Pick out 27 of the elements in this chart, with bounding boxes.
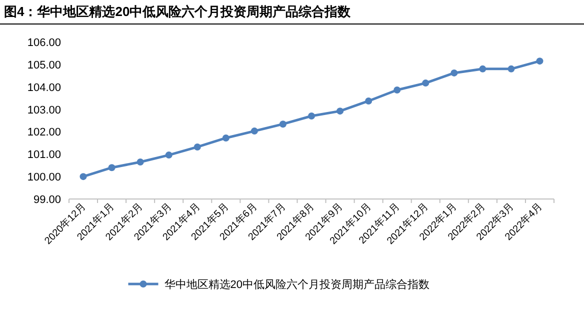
point	[536, 58, 544, 65]
chart-title: 图4：华中地区精选20中低风险六个月投资周期产品综合指数	[4, 4, 352, 19]
point	[279, 120, 286, 128]
point	[108, 164, 116, 172]
point	[250, 128, 258, 135]
point	[336, 108, 344, 115]
point	[365, 97, 372, 104]
point	[308, 112, 315, 120]
y-tick-label: 100.00	[27, 172, 61, 184]
y-tick-label: 104.00	[27, 82, 61, 94]
point	[479, 65, 486, 72]
y-tick-label: 106.00	[27, 37, 61, 49]
point	[222, 134, 230, 142]
point	[450, 69, 458, 76]
point	[80, 173, 87, 180]
y-tick-label: 105.00	[27, 59, 61, 72]
point	[508, 65, 515, 72]
point	[165, 152, 172, 159]
y-tick-label: 103.00	[27, 104, 61, 116]
point	[422, 80, 430, 87]
point	[194, 143, 201, 150]
y-tick-label: 99.00	[33, 194, 61, 206]
legend-label: 华中地区精选20中低风险六个月投资周期产品综合指数	[164, 278, 430, 291]
point	[136, 158, 144, 166]
y-tick-label: 102.00	[27, 126, 61, 139]
point	[394, 86, 401, 94]
y-tick-label: 101.00	[27, 149, 61, 162]
